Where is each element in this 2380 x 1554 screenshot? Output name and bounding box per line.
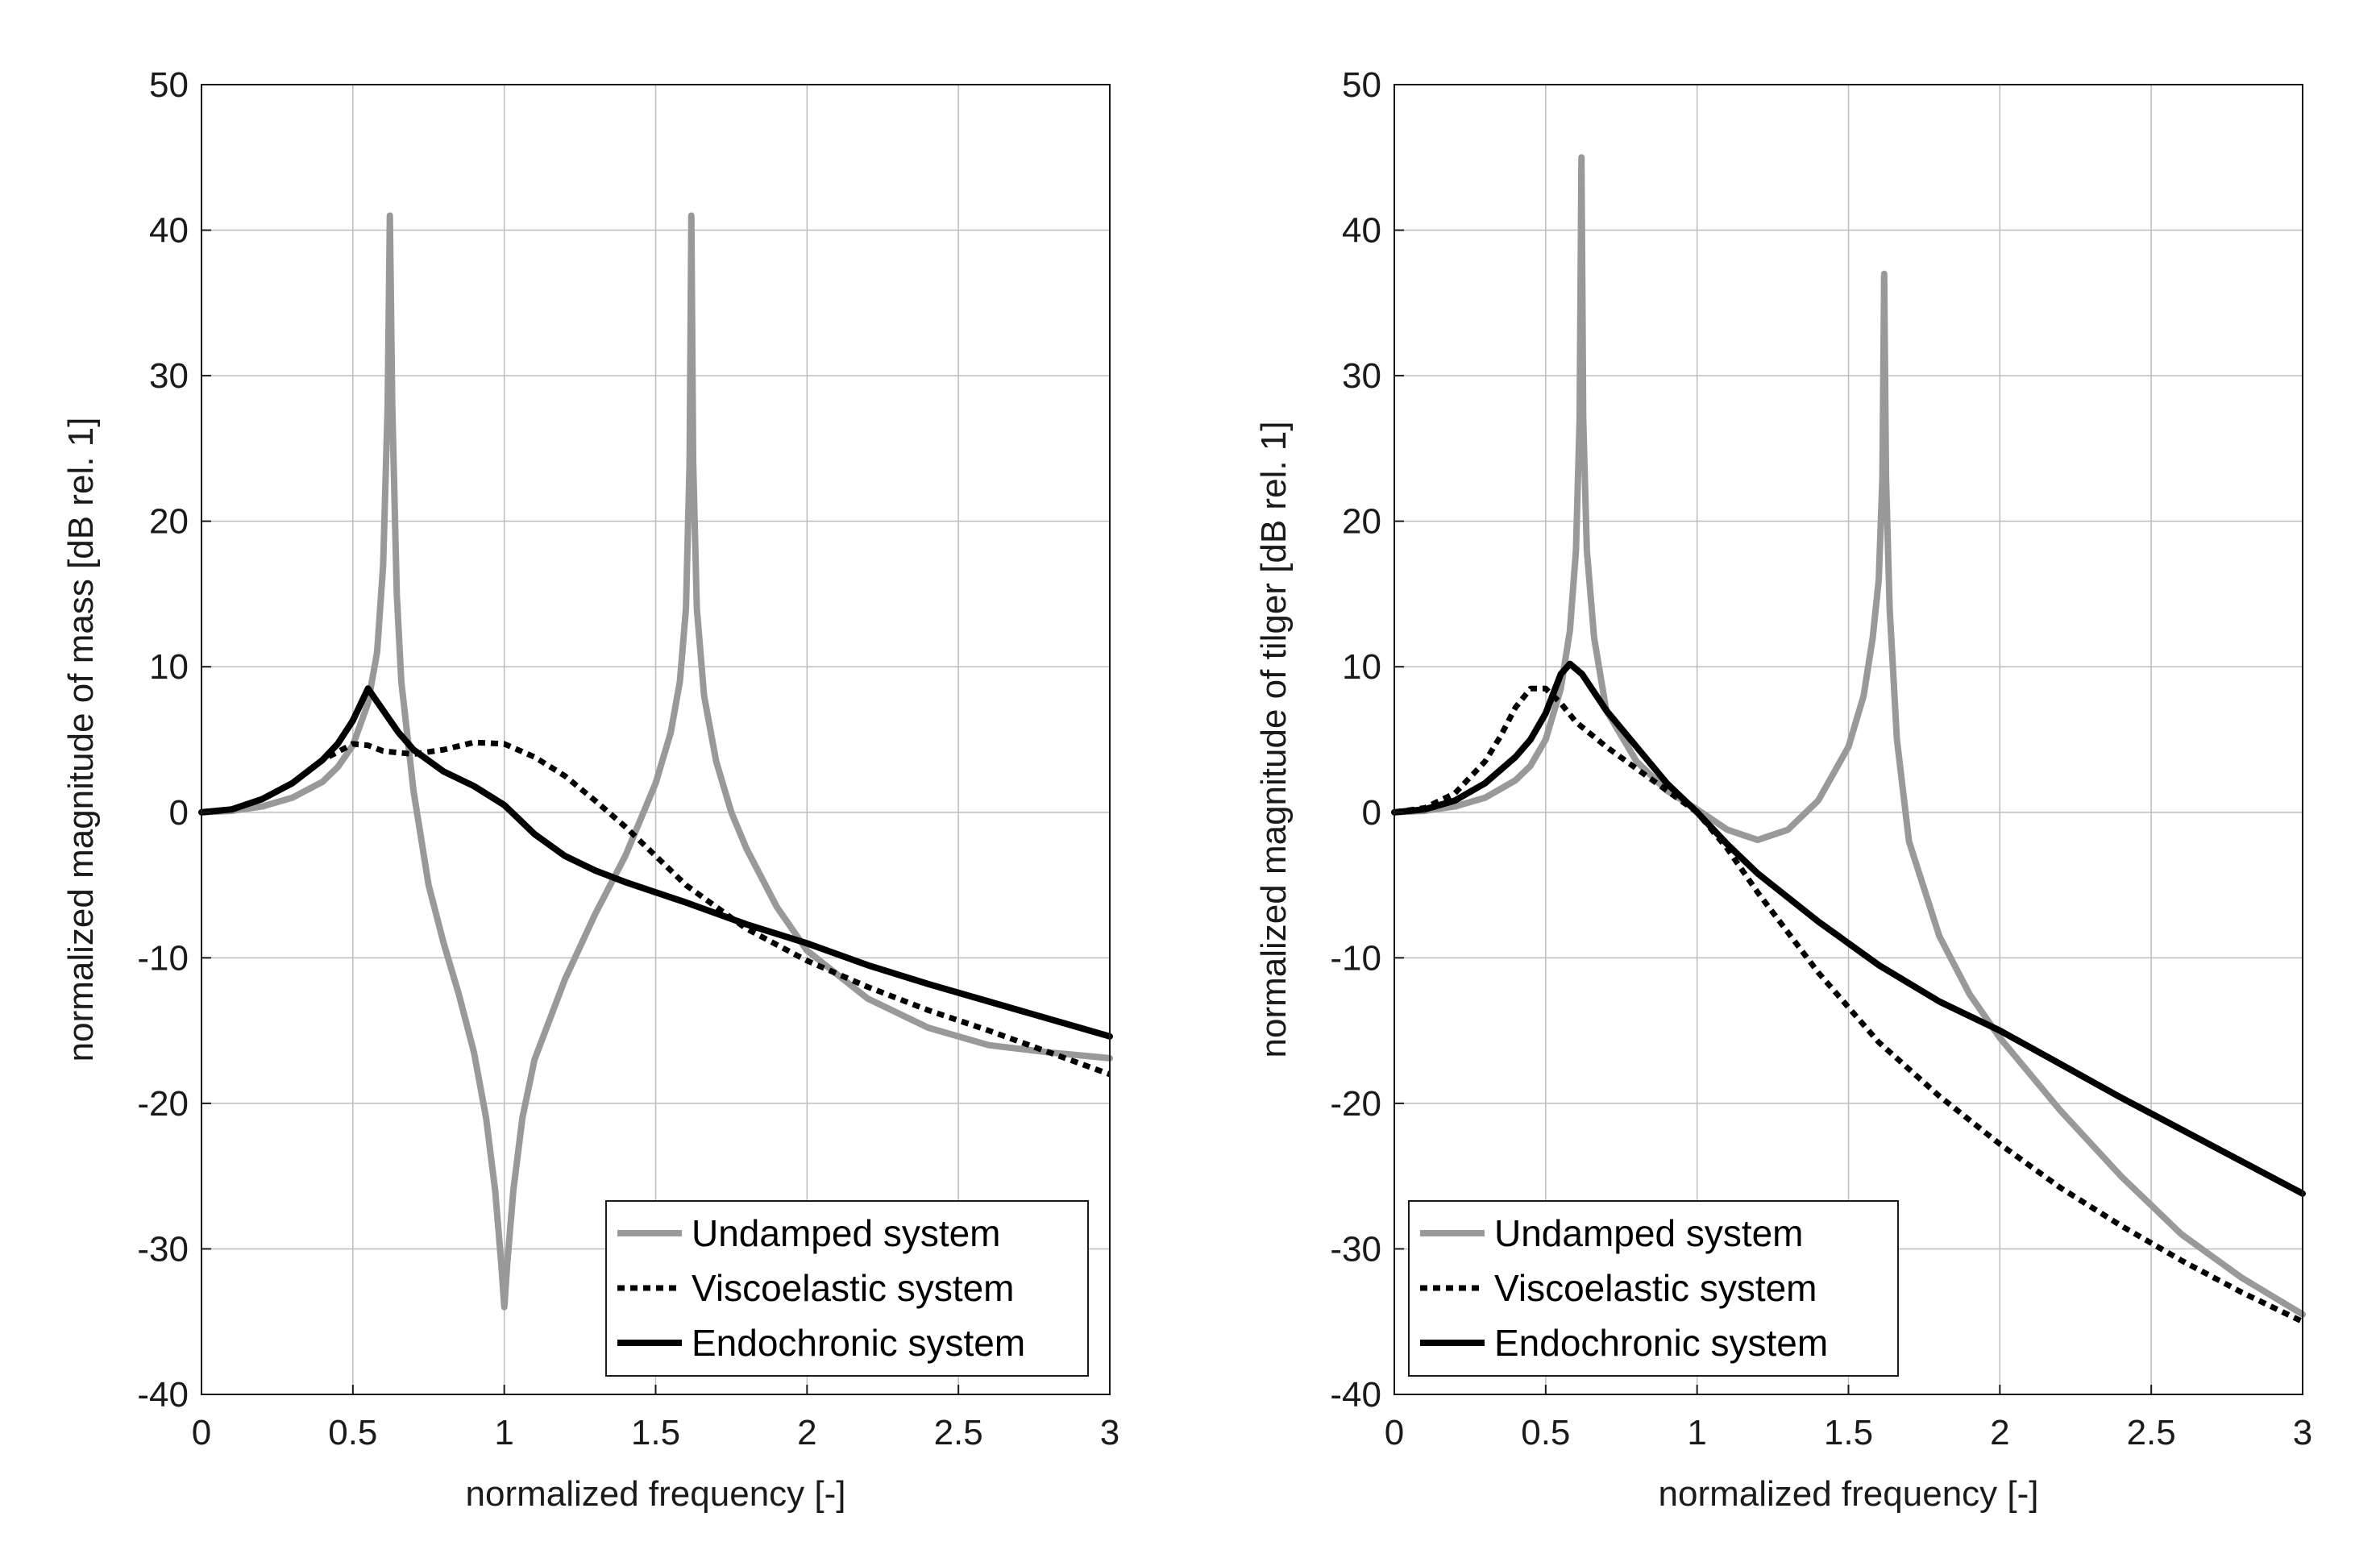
legend-box (1408, 1200, 1899, 1377)
legend-label-endochronic: Endochronic system (1494, 1322, 1828, 1364)
y-tick-label: -40 (137, 1375, 189, 1415)
y-tick-label: 30 (1342, 356, 1381, 396)
y-tick-label: -30 (1330, 1229, 1381, 1269)
legend: Undamped system Viscoelastic system Endo… (605, 1200, 1089, 1377)
x-tick-label: 0.5 (328, 1413, 377, 1452)
x-tick-label: 2.5 (934, 1413, 983, 1452)
y-tick-label: 50 (149, 65, 189, 105)
y-tick-label: -10 (1330, 938, 1381, 978)
y-tick-label: -10 (137, 938, 189, 978)
series-layer (198, 212, 1113, 1311)
y-tick-label: 20 (1342, 502, 1381, 542)
legend-label-endochronic: Endochronic system (692, 1322, 1025, 1364)
x-tick-label: 1.5 (631, 1413, 680, 1452)
legend-label-viscoelastic: Viscoelastic system (692, 1267, 1015, 1309)
y-tick-label: -30 (137, 1229, 189, 1269)
y-tick-label: 40 (1342, 211, 1381, 251)
x-tick-label: 3 (1100, 1413, 1119, 1452)
y-tick-label: -40 (1330, 1375, 1381, 1415)
y-tick-label: 40 (149, 211, 189, 251)
series-layer (1391, 154, 2306, 1324)
x-axis-label: normalized frequency [-] (466, 1474, 846, 1514)
x-tick-label: 2 (797, 1413, 816, 1452)
legend-label-undamped: Undamped system (692, 1212, 1001, 1254)
x-tick-label: 3 (2293, 1413, 2312, 1452)
y-axis-label: normalized magnitude of tilger [dB rel. … (1254, 422, 1294, 1058)
x-tick-label: 0.5 (1521, 1413, 1570, 1452)
y-tick-label: 0 (169, 793, 189, 833)
series-line-viscoelastic (1394, 685, 2304, 1324)
legend: Undamped system Viscoelastic system Endo… (1408, 1200, 1899, 1377)
x-tick-label: 2.5 (2127, 1413, 2176, 1452)
x-tick-label: 1 (1687, 1413, 1706, 1452)
grid-lines (201, 84, 1111, 1395)
tilger-magnitude-chart: 0 0.5 1 1.5 2 2.5 3 -40 -30 -20 -10 0 10 20 30 40 50 nor… (1254, 65, 2312, 1514)
x-tick-label: 0 (192, 1413, 211, 1452)
y-tick-label: 10 (149, 647, 189, 687)
legend-label-viscoelastic: Viscoelastic system (1494, 1267, 1817, 1309)
series-line-undamped (198, 212, 1113, 1311)
tick-labels: 0 0.5 1 1.5 2 2.5 3 -40 -30 -20 -10 0 10 20 30 40 50 (1330, 65, 2312, 1452)
y-axis-label: normalized magnitude of mass [dB rel. 1] (61, 418, 101, 1062)
mass-magnitude-chart: 0 0.5 1 1.5 2 2.5 3 -40 -30 -20 -10 0 10 20 30 40 50 nor… (61, 65, 1119, 1514)
y-tick-label: 10 (1342, 647, 1381, 687)
y-tick-label: -20 (137, 1084, 189, 1124)
x-tick-label: 2 (1990, 1413, 2009, 1452)
x-axis-label: normalized frequency [-] (1659, 1474, 2039, 1514)
y-tick-label: 20 (149, 502, 189, 542)
series-line-endochronic (198, 685, 1113, 1040)
x-tick-label: 0 (1385, 1413, 1404, 1452)
x-tick-label: 1.5 (1824, 1413, 1873, 1452)
legend-box (605, 1200, 1089, 1377)
series-line-endochronic (1391, 660, 2306, 1197)
y-tick-label: 50 (1342, 65, 1381, 105)
tick-labels: 0 0.5 1 1.5 2 2.5 3 -40 -30 -20 -10 0 10 20 30 40 50 (137, 65, 1119, 1452)
y-tick-label: 30 (149, 356, 189, 396)
x-tick-label: 1 (494, 1413, 513, 1452)
y-tick-label: 0 (1362, 793, 1381, 833)
series-line-undamped (1391, 154, 2306, 1318)
legend-label-undamped: Undamped system (1494, 1212, 1804, 1254)
y-tick-label: -20 (1330, 1084, 1381, 1124)
